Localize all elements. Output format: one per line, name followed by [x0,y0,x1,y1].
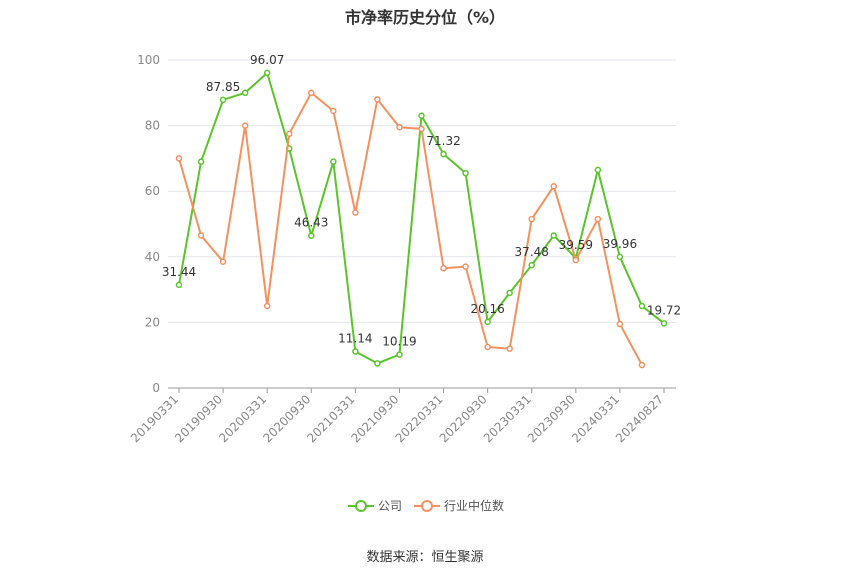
legend: 公司 行业中位数 [0,497,850,517]
data-label: 39.59 [559,238,593,252]
legend-industry-label: 行业中位数 [444,499,505,513]
data-point-company [197,158,205,165]
data-point-industry [330,107,337,115]
data-label: 11.14 [338,331,372,345]
legend-item-company[interactable]: 公司 [348,497,402,514]
label-layer: 31.44 87.85 96.07 46.43 11.14 10.19 71.32 20.16… [162,53,681,349]
data-point-industry [484,343,491,351]
data-label: 87.85 [206,80,240,94]
data-point-company [594,166,602,174]
y-tick-label: 0 [152,381,160,395]
data-point-industry [550,183,558,190]
data-point-company [418,112,425,120]
data-point-company [175,281,183,289]
data-point-industry [396,123,403,131]
data-point-industry [594,215,602,223]
series-line-industry [178,91,643,366]
data-point-company [374,360,381,367]
data-point-company [308,232,315,239]
data-label: 96.07 [250,53,284,67]
data-label: 20.16 [470,302,504,316]
legend-industry-marker-icon [414,499,440,512]
data-point-company [263,69,271,77]
data-point-industry [241,122,249,129]
data-point-company [638,302,646,310]
data-point-industry [308,89,315,97]
y-tick-label: 40 [145,250,160,264]
axis-layer: 0204060801002019033120190930202003312020… [128,53,676,445]
data-label: 19.72 [647,303,681,317]
data-point-company [506,289,513,297]
data-point-company [440,150,447,158]
data-point-industry [418,125,425,133]
data-point-company [219,96,227,104]
data-point-company [241,89,249,97]
data-point-company [616,253,624,261]
y-tick-label: 80 [145,119,160,133]
data-label: 10.19 [382,335,416,349]
y-tick-label: 60 [145,184,160,198]
legend-company-marker-icon [348,499,374,512]
data-point-industry [352,209,359,216]
data-point-industry [572,256,580,264]
data-label: 71.32 [426,134,460,148]
data-point-industry [528,215,535,223]
data-point-industry [263,302,271,310]
data-point-company [660,320,668,327]
series-layer [175,69,668,369]
legend-item-industry[interactable]: 行业中位数 [414,497,504,514]
data-point-industry [440,265,447,272]
data-point-company [484,318,491,326]
data-label: 31.44 [162,265,196,279]
data-point-industry [638,361,646,369]
data-label: 39.96 [603,237,637,251]
y-tick-label: 100 [137,53,160,67]
data-point-company [528,261,535,269]
data-point-industry [285,130,293,138]
data-point-company [550,232,558,239]
data-label: 46.43 [294,216,328,230]
x-tick-label: 20240827 [613,392,666,445]
data-point-industry [374,96,381,103]
data-point-company [330,158,337,165]
data-point-industry [616,320,624,328]
data-point-company [396,351,403,358]
data-point-industry [219,258,227,265]
data-point-company [352,348,359,355]
data-label: 37.48 [515,245,549,259]
y-tick-label: 20 [145,315,160,329]
data-point-industry [462,263,469,270]
data-point-company [462,169,469,177]
data-point-industry [506,345,513,352]
data-point-industry [197,232,205,239]
grid-layer [168,59,676,323]
chart-title: 市净率历史分位（%） [344,8,506,27]
legend-company-label: 公司 [378,499,403,513]
data-source: 数据来源：恒生聚源 [366,550,484,565]
data-point-industry [175,155,183,162]
